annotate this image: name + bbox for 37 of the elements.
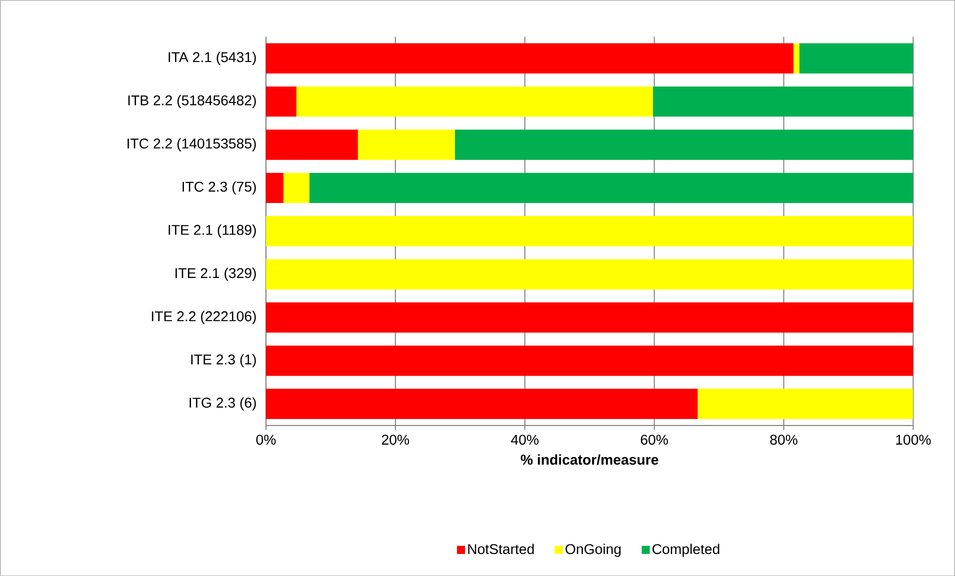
bar [266,259,914,290]
x-axis-title: % indicator/measure [520,454,658,465]
y-tick-label: ITE 2.1 (329) [176,268,256,281]
y-tick-label: ITC 2.3 (75) [182,181,256,194]
bar [266,86,296,117]
bar [793,43,800,74]
y-tick-label: ITE 2.3 (1) [191,354,256,368]
bar [266,388,698,419]
bar [266,43,794,74]
bar [266,129,358,160]
legend-label: NotStarted [468,544,534,554]
y-tick-label: ITG 2.3 (6) [190,397,256,410]
x-tick-label: 0% [256,434,276,445]
legend-label: OnGoing [566,544,621,557]
bar [358,129,455,160]
bar [309,172,914,203]
bar [266,172,284,203]
y-tick-label: ITE 2.2 (222106) [152,310,256,324]
y-tick-label: ITA 2.1 (5431) [168,52,256,65]
legend-label: Completed [652,544,720,557]
x-tick-label: 40% [511,434,538,445]
bar [266,345,914,376]
bar [283,172,310,203]
x-tick-label: 80% [770,434,798,445]
y-tick-label: ITE 2.1 (1189) [168,224,256,238]
bar [698,388,914,419]
bar [296,86,654,117]
x-tick-label: 20% [382,434,410,445]
bar [454,129,914,160]
x-tick-label: 60% [640,434,668,445]
bar [653,86,914,117]
bar [266,302,914,332]
bar [799,43,914,74]
y-tick-label: ITC 2.2 (140153585) [128,138,256,152]
y-tick-label: ITB 2.2 (518456482) [128,94,256,108]
x-tick-label: 100% [896,434,931,445]
bar [266,216,914,246]
